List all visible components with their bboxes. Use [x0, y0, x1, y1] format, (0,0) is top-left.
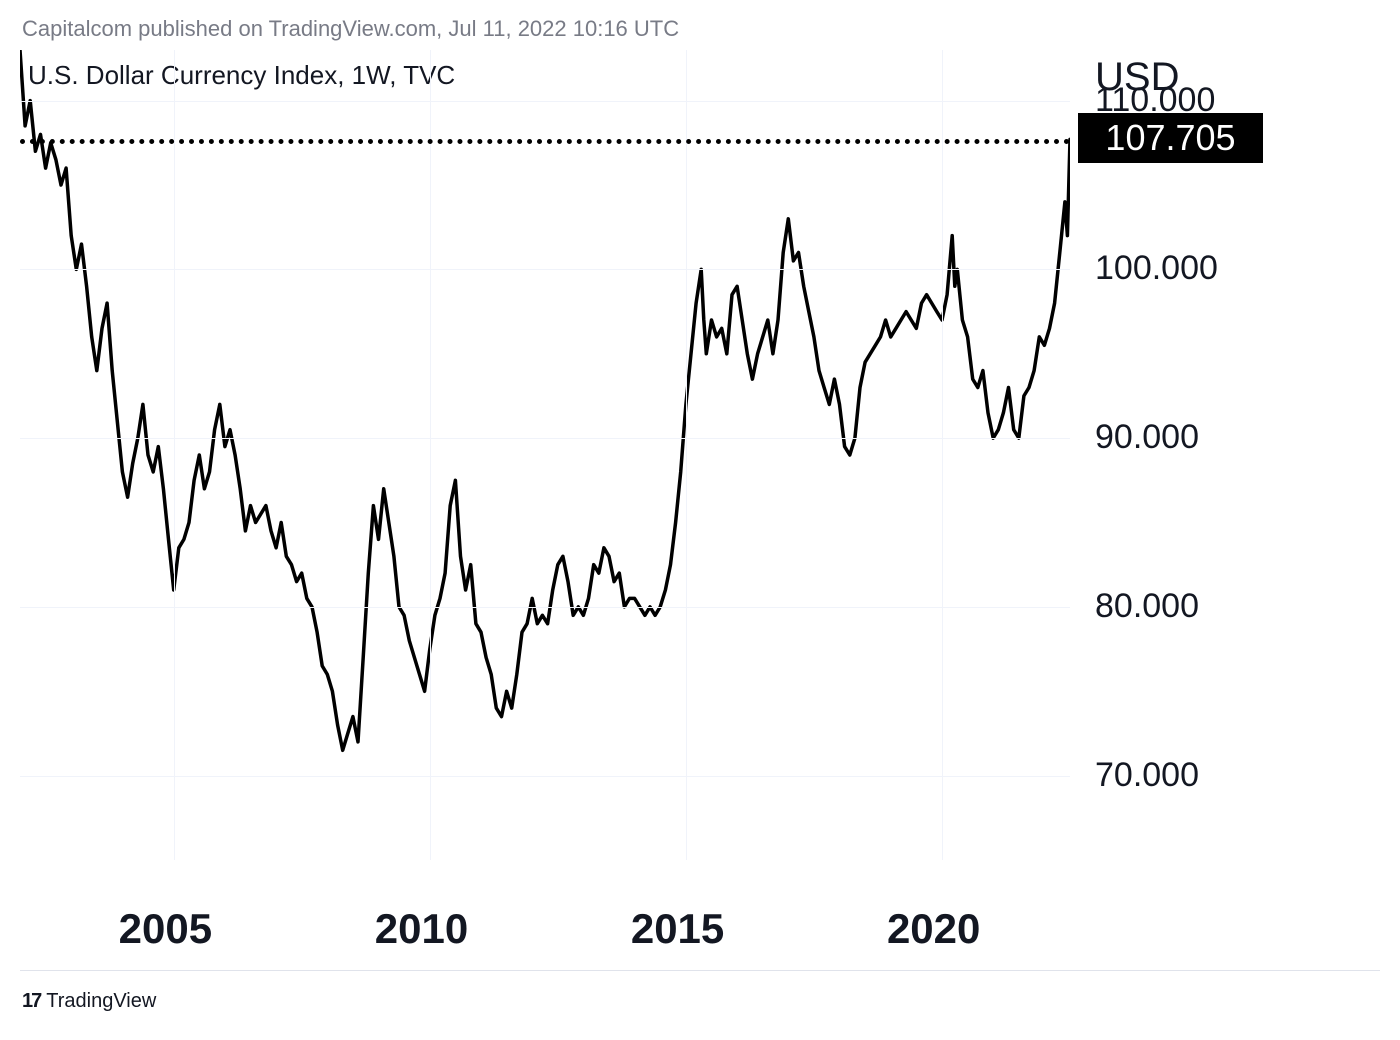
y-tick-label: 80.000 [1095, 587, 1199, 626]
gridline-vertical [430, 50, 431, 860]
gridline-vertical [942, 50, 943, 860]
x-tick-label: 2010 [375, 905, 468, 953]
current-price-value: 107.705 [1105, 117, 1235, 159]
x-tick-label: 2015 [631, 905, 724, 953]
gridline-vertical [686, 50, 687, 860]
y-tick-label: 100.000 [1095, 249, 1218, 288]
gridline-horizontal [20, 607, 1070, 608]
gridline-horizontal [20, 776, 1070, 777]
y-tick-label: 90.000 [1095, 418, 1199, 457]
current-price-line [20, 139, 1070, 144]
x-tick-label: 2005 [119, 905, 212, 953]
gridline-vertical [174, 50, 175, 860]
x-tick-label: 2020 [887, 905, 980, 953]
publisher-info: Capitalcom published on TradingView.com,… [22, 16, 679, 42]
current-price-box: 107.705 [1078, 113, 1263, 163]
chart-container: { "header": { "publisher_text": "Capital… [0, 0, 1400, 1040]
chart-line-svg [20, 50, 1070, 860]
chart-plot-area[interactable] [20, 50, 1070, 860]
gridline-horizontal [20, 101, 1070, 102]
gridline-horizontal [20, 269, 1070, 270]
y-tick-label: 70.000 [1095, 756, 1199, 795]
tradingview-name: TradingView [46, 990, 156, 1013]
tradingview-mark-icon: 17 [22, 990, 40, 1013]
footer-divider [20, 970, 1380, 971]
gridline-horizontal [20, 438, 1070, 439]
tradingview-logo: 17 TradingView [22, 990, 156, 1013]
